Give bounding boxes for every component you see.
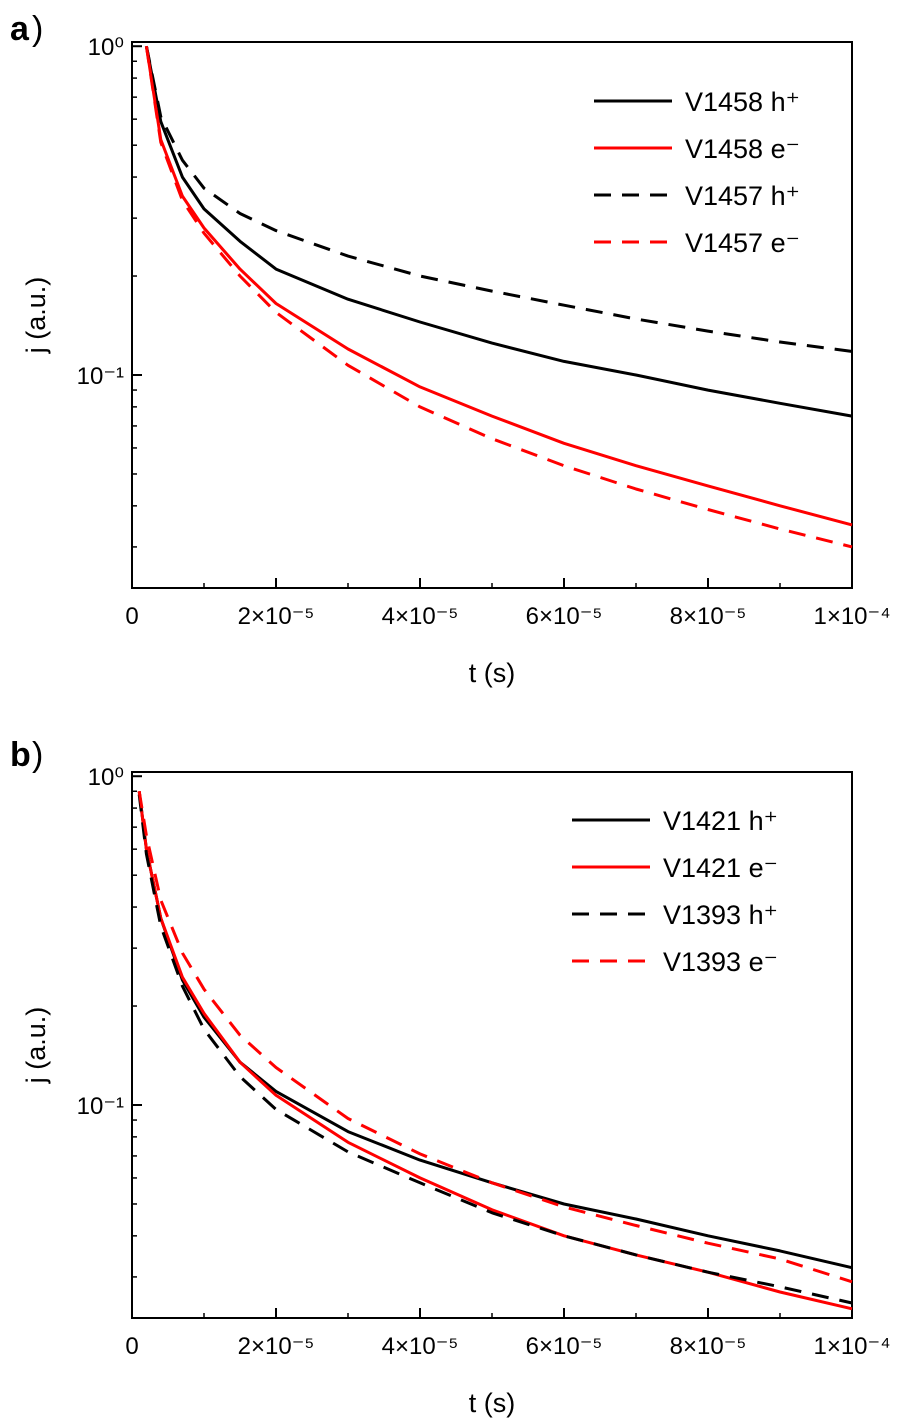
x-axis-label: t (s) xyxy=(469,1388,516,1418)
legend-label: V1457 h⁺ xyxy=(685,181,800,211)
y-tick-label: 10⁻¹ xyxy=(77,363,124,390)
legend-label: V1458 e⁻ xyxy=(685,134,800,164)
y-tick-label: 10⁰ xyxy=(88,764,124,791)
panel-label: a xyxy=(10,10,30,48)
panel-label-paren: ) xyxy=(32,10,43,48)
x-axis-label: t (s) xyxy=(469,658,516,688)
y-axis-label: j (a.u.) xyxy=(21,1007,51,1085)
y-axis-label: j (a.u.) xyxy=(21,277,51,355)
legend: V1458 h⁺ V1458 e⁻ V1457 h⁺ V1457 e⁻ xyxy=(594,87,800,258)
legend-label: V1458 h⁺ xyxy=(685,87,800,117)
chart-panel-b: 0 2×10⁻⁵ 4×10⁻⁵ 6×10⁻⁵ 8×10⁻⁵ 1×10⁻⁴ 10⁰ 10⁻¹ t … xyxy=(10,736,891,1418)
x-tick-label: 2×10⁻⁵ xyxy=(238,603,315,630)
panel-label: b xyxy=(10,736,31,774)
legend: V1421 h⁺ V1421 e⁻ V1393 h⁺ V1393 e⁻ xyxy=(572,806,778,977)
chart-panel-a: 0 2×10⁻⁵ 4×10⁻⁵ 6×10⁻⁵ 8×10⁻⁵ 1×10⁻⁴ 10⁰ 10⁻¹ t … xyxy=(10,10,891,688)
x-tick-label: 2×10⁻⁵ xyxy=(238,1333,315,1360)
x-tick-label: 0 xyxy=(125,603,138,630)
series-line-0 xyxy=(144,45,853,418)
x-tick-label: 1×10⁻⁴ xyxy=(813,1333,890,1360)
series-line-3 xyxy=(137,791,853,1284)
legend-label: V1393 h⁺ xyxy=(663,900,778,930)
panel-label-paren: ) xyxy=(32,736,43,774)
x-tick-label: 0 xyxy=(125,1333,138,1360)
legend-label: V1421 h⁺ xyxy=(663,806,778,836)
series-line-2 xyxy=(144,45,853,353)
x-tick-label: 4×10⁻⁵ xyxy=(382,603,459,630)
x-tick-label: 6×10⁻⁵ xyxy=(526,1333,603,1360)
legend-label: V1421 e⁻ xyxy=(663,853,778,883)
series-line-3 xyxy=(144,45,853,549)
plot-frame xyxy=(131,41,853,589)
legend-label: V1457 e⁻ xyxy=(685,228,800,258)
series-line-2 xyxy=(137,794,853,1305)
x-tick-label: 8×10⁻⁵ xyxy=(670,1333,747,1360)
x-tick-label: 4×10⁻⁵ xyxy=(382,1333,459,1360)
y-tick-label: 10⁻¹ xyxy=(77,1093,124,1120)
x-tick-label: 8×10⁻⁵ xyxy=(670,603,747,630)
legend-label: V1393 e⁻ xyxy=(663,947,778,977)
x-tick-label: 1×10⁻⁴ xyxy=(813,603,890,630)
series-line-1 xyxy=(144,45,853,527)
x-tick-label: 6×10⁻⁵ xyxy=(526,603,603,630)
y-tick-label: 10⁰ xyxy=(88,34,124,61)
